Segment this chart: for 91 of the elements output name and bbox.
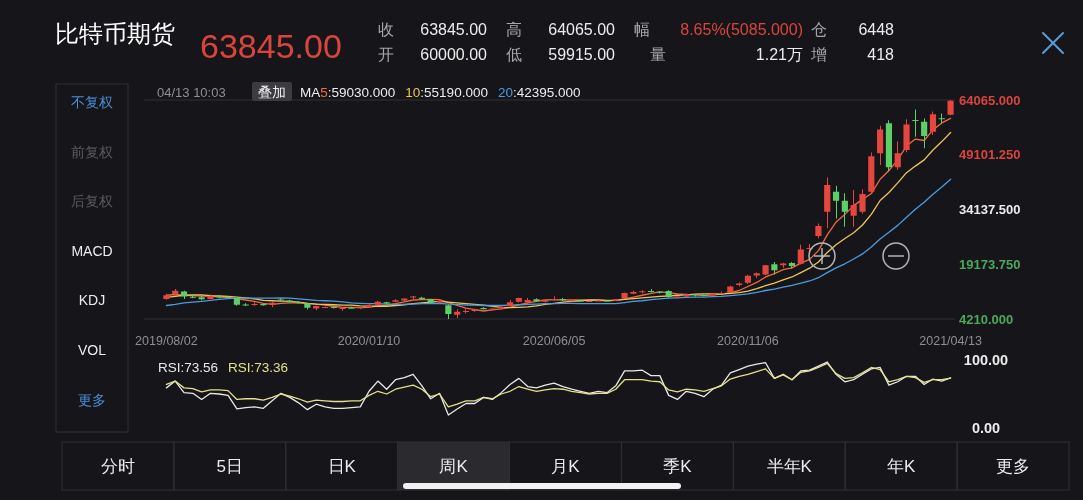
- line-series: [165, 178, 952, 307]
- text: 幅: [634, 21, 650, 38]
- candlestick: [859, 189, 866, 214]
- x-tick-label: 2020/01/10: [337, 334, 401, 348]
- candlestick: [612, 298, 619, 301]
- text: 分时: [100, 457, 135, 476]
- text: 不复权: [71, 94, 113, 110]
- annotation: 04/13 10:03: [157, 85, 226, 100]
- text: 增: [810, 46, 827, 63]
- candlestick: [189, 294, 196, 299]
- text: 半年K: [766, 457, 813, 476]
- candlestick: [462, 309, 470, 314]
- x-tick-label: 2020/11/06: [717, 334, 779, 348]
- text: KDJ: [78, 292, 106, 308]
- candlestick: [780, 262, 787, 268]
- candlestick: [524, 298, 531, 305]
- text: MACD: [71, 243, 113, 259]
- annotation: 叠加: [258, 84, 286, 100]
- text: 月K: [551, 457, 581, 476]
- y-tick-label: 0.00: [971, 420, 1001, 437]
- candlestick: [674, 296, 681, 299]
- candlestick: [639, 290, 646, 294]
- candlestick: [727, 285, 734, 293]
- candlestick: [586, 300, 593, 303]
- candlestick: [718, 291, 725, 294]
- text: 6448: [858, 21, 895, 38]
- y-tick-label: 19173.750: [959, 256, 1021, 272]
- candlestick: [903, 119, 910, 153]
- text: 开: [378, 46, 394, 63]
- candlestick: [621, 292, 628, 299]
- candlestick: [163, 293, 170, 300]
- chart-title: 比特币期货: [55, 20, 175, 47]
- text: 收: [378, 21, 394, 38]
- y-tick-label: 49101.250: [959, 147, 1021, 163]
- text: 5:59030.000: [320, 85, 396, 100]
- candlestick: [427, 298, 434, 304]
- chart-subtitle: 63845.00: [200, 27, 342, 65]
- candlestick: [683, 293, 690, 297]
- candlestick: [595, 299, 602, 302]
- candlestick: [172, 289, 179, 295]
- candlestick: [392, 299, 399, 303]
- candlestick: [912, 109, 919, 137]
- candlestick: [436, 300, 443, 304]
- x-tick-label: 2021/04/13: [919, 334, 982, 348]
- candlestick: [762, 264, 769, 276]
- text: 更多: [996, 457, 1031, 476]
- series-label: RSI:73.56: [158, 360, 219, 375]
- text: 60000.00: [420, 46, 488, 63]
- y-tick-label: 64065.000: [959, 92, 1021, 108]
- candlestick: [542, 299, 549, 303]
- text: 5日: [216, 457, 244, 476]
- text: 仓: [811, 21, 827, 38]
- text: 前复权: [71, 144, 113, 160]
- legend-title: MA: [300, 85, 321, 100]
- candlestick: [304, 303, 311, 310]
- candlestick: [568, 299, 575, 302]
- candlestick: [533, 298, 540, 302]
- candlestick: [938, 113, 945, 124]
- text: 年K: [886, 457, 916, 476]
- text: 低: [506, 46, 522, 63]
- candlestick: [339, 306, 346, 311]
- y-tick-label: 34137.500: [959, 202, 1021, 218]
- candlestick: [489, 308, 496, 311]
- y-tick-label: 100.00: [963, 352, 1009, 369]
- candlestick: [277, 298, 285, 302]
- text: 量: [650, 46, 666, 63]
- candlestick: [577, 299, 584, 302]
- text: 1.21万: [755, 46, 803, 63]
- text: 季K: [663, 457, 693, 476]
- text: 更多: [78, 392, 106, 408]
- candlestick: [207, 294, 214, 300]
- text: 59915.00: [548, 46, 616, 63]
- text: 后复权: [71, 193, 113, 209]
- text: 418: [867, 46, 895, 63]
- text: 日K: [327, 457, 357, 476]
- candlestick: [348, 306, 355, 309]
- text: 周K: [439, 457, 469, 476]
- candlestick: [251, 302, 258, 306]
- text: 8.65%(5085.000): [680, 21, 803, 38]
- candlestick: [815, 223, 822, 239]
- series-label: RSI:73.36: [228, 360, 289, 375]
- x-tick-label: 2019/08/02: [135, 334, 198, 348]
- text: 20:42395.000: [497, 85, 581, 100]
- text: 10:55190.000: [405, 85, 488, 100]
- text: 63845.00: [420, 21, 488, 38]
- text: VOL: [77, 342, 107, 358]
- candlestick: [551, 296, 558, 301]
- x-tick-label: 2020/06/05: [522, 334, 586, 348]
- y-tick-label: 4210.000: [959, 311, 1014, 327]
- text: 64065.00: [548, 21, 616, 38]
- text: 高: [506, 21, 522, 38]
